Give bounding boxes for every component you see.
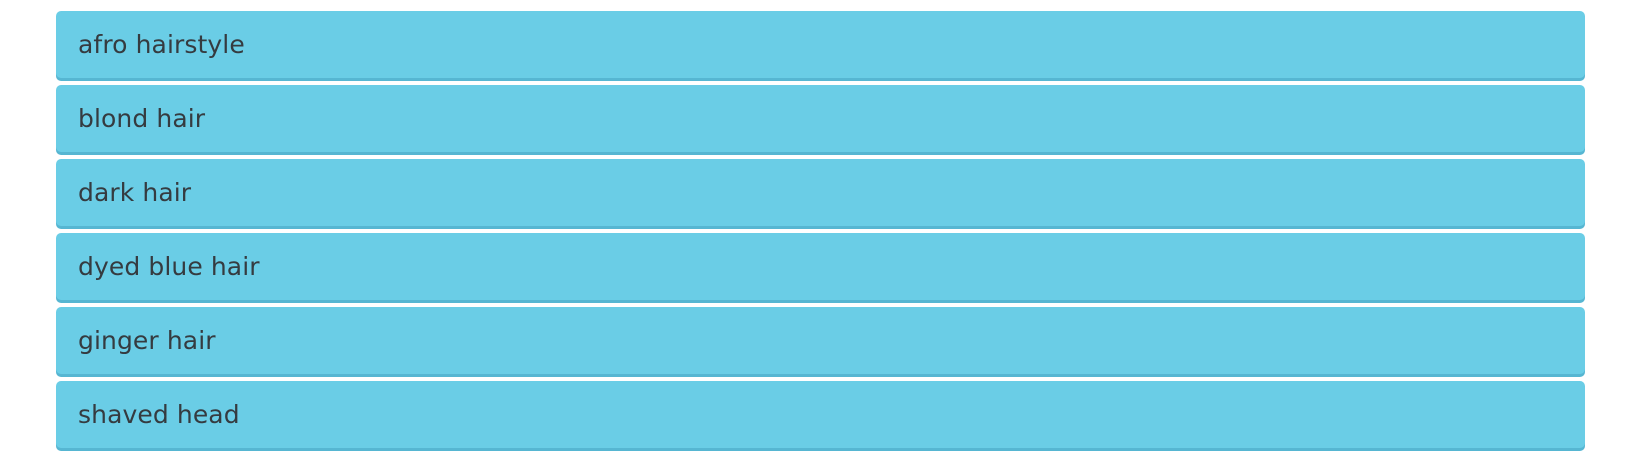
option-blond-hair[interactable]: blond hair — [56, 85, 1585, 152]
option-shaved-head[interactable]: shaved head — [56, 381, 1585, 448]
option-label: blond hair — [78, 104, 206, 133]
option-label: dyed blue hair — [78, 252, 260, 281]
option-dyed-blue-hair[interactable]: dyed blue hair — [56, 233, 1585, 300]
option-label: ginger hair — [78, 326, 216, 355]
option-afro-hairstyle[interactable]: afro hairstyle — [56, 11, 1585, 78]
option-ginger-hair[interactable]: ginger hair — [56, 307, 1585, 374]
option-label: afro hairstyle — [78, 30, 245, 59]
option-label: shaved head — [78, 400, 240, 429]
option-label: dark hair — [78, 178, 192, 207]
answer-options-list: afro hairstyle blond hair dark hair dyed… — [56, 11, 1585, 448]
option-dark-hair[interactable]: dark hair — [56, 159, 1585, 226]
